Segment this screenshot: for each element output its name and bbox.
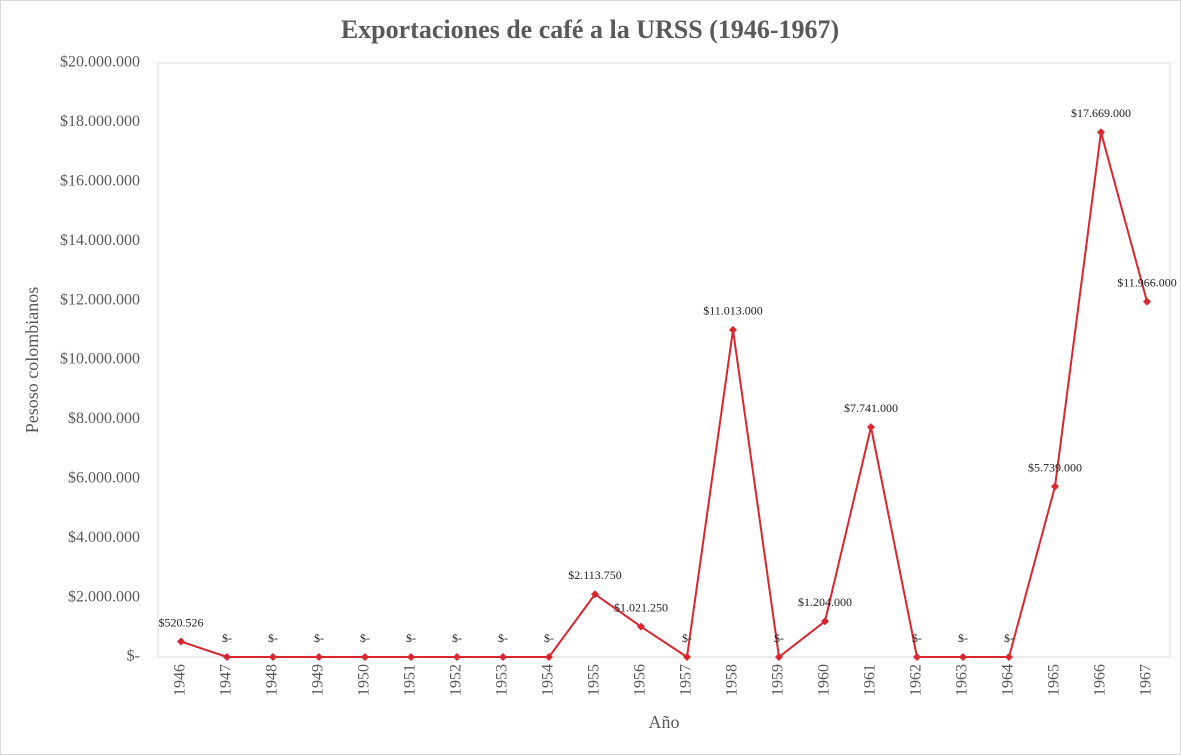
x-tick-label: 1951: [402, 664, 419, 696]
data-label: $17.669.000: [1071, 106, 1131, 120]
data-label: $1.021.250: [614, 600, 668, 614]
marker: [223, 653, 231, 661]
marker: [729, 325, 737, 334]
data-label: $-: [452, 631, 462, 645]
x-tick-label: 1959: [770, 664, 787, 696]
y-tick-label: $6.000.000: [68, 469, 140, 486]
x-tick-label: 1950: [356, 664, 373, 696]
data-label: $-: [958, 631, 968, 645]
data-label: $-: [912, 631, 922, 645]
marker: [637, 622, 645, 631]
data-label: $520.526: [159, 615, 204, 629]
marker: [775, 653, 783, 661]
data-label: $-: [774, 631, 784, 645]
y-tick-label: $8.000.000: [68, 410, 140, 427]
marker: [913, 653, 921, 661]
line: [180, 131, 1148, 659]
x-tick-label: 1964: [1000, 664, 1017, 696]
data-label: $-: [498, 631, 508, 645]
x-tick-label: 1957: [678, 664, 695, 696]
y-axis-label: Pesoso colombianos: [22, 287, 42, 434]
x-tick-label: 1954: [540, 664, 557, 696]
y-tick-label: $18.000.000: [60, 113, 140, 130]
data-label: $11.966.000: [1117, 275, 1177, 289]
marker: [1051, 482, 1059, 491]
x-tick-label: 1960: [816, 664, 833, 696]
x-tick-label: 1966: [1092, 664, 1109, 696]
marker: [1143, 297, 1151, 306]
marker: [1005, 653, 1013, 661]
marker: [545, 653, 553, 661]
x-tick-label: 1956: [632, 664, 649, 696]
data-label: $7.741.000: [844, 401, 898, 415]
marker: [821, 617, 829, 626]
x-tick-label: 1952: [448, 664, 465, 696]
data-label: $5.739.000: [1028, 460, 1082, 474]
marker: [315, 653, 323, 661]
plot-area: [157, 62, 1171, 658]
x-tick-label: 1948: [264, 664, 281, 696]
x-tick-label: 1949: [310, 664, 327, 696]
y-tick-label: $12.000.000: [60, 291, 140, 308]
chart-title: Exportaciones de café a la URSS (1946-19…: [341, 15, 839, 44]
marker: [407, 653, 415, 661]
x-tick-label: 1958: [724, 664, 741, 696]
data-label: $-: [268, 631, 278, 645]
marker: [361, 653, 369, 661]
data-label: $-: [682, 631, 692, 645]
data-label: $2.113.750: [568, 568, 622, 582]
marker: [453, 653, 461, 661]
x-tick-label: 1955: [586, 664, 603, 696]
marker: [269, 653, 277, 661]
y-tick-label: $16.000.000: [60, 172, 140, 189]
x-tick-label: 1965: [1046, 664, 1063, 696]
marker: [867, 423, 875, 432]
marker: [177, 637, 185, 646]
y-tick-label: $20.000.000: [60, 54, 140, 71]
marker: [683, 653, 691, 661]
x-tick-label: 1953: [494, 664, 511, 696]
y-tick-label: $10.000.000: [60, 351, 140, 368]
data-label: $-: [314, 631, 324, 645]
x-tick-label: 1961: [862, 664, 879, 696]
marker: [591, 590, 599, 599]
y-tick-label: $4.000.000: [68, 529, 140, 546]
x-tick-label: 1946: [172, 664, 189, 696]
data-label: $-: [360, 631, 370, 645]
y-tick-label: $-: [127, 648, 140, 665]
y-tick-label: $14.000.000: [60, 232, 140, 249]
marker: [959, 653, 967, 661]
data-label: $-: [544, 631, 554, 645]
data-label: $-: [222, 631, 232, 645]
y-tick-label: $2.000.000: [68, 588, 140, 605]
data-label: $11.013.000: [703, 304, 763, 318]
marker: [499, 653, 507, 661]
data-label: $-: [1004, 631, 1014, 645]
x-tick-label: 1947: [218, 664, 235, 696]
data-label: $1.204.000: [798, 595, 852, 609]
x-tick-label: 1963: [954, 664, 971, 696]
x-axis-label: Año: [649, 712, 680, 732]
x-tick-label: 1967: [1138, 664, 1155, 696]
data-label: $-: [406, 631, 416, 645]
x-tick-label: 1962: [908, 664, 925, 696]
marker: [1097, 128, 1105, 137]
